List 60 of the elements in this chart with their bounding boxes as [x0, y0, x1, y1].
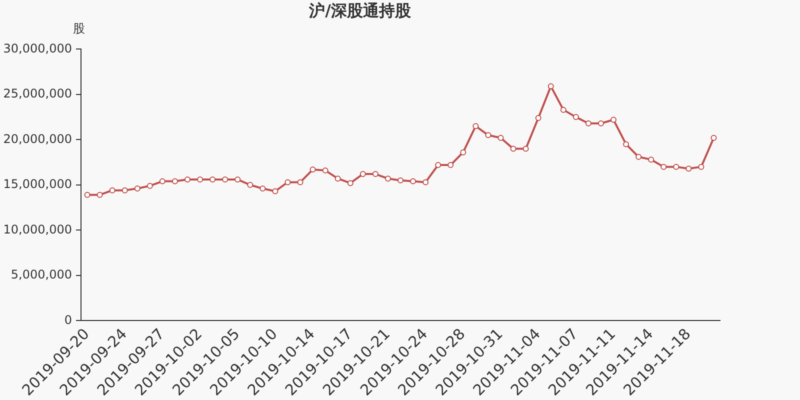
y-tick-label: 10,000,000 [3, 222, 72, 236]
point [247, 182, 254, 188]
point [686, 166, 692, 172]
point [498, 134, 504, 141]
point [272, 188, 278, 194]
point [398, 177, 404, 184]
y-axis-title: 股 [73, 21, 85, 36]
point [673, 164, 680, 170]
point [146, 182, 153, 189]
point [159, 178, 166, 184]
point [460, 149, 466, 156]
point [197, 176, 204, 182]
point [660, 164, 667, 170]
y-tick-label: 5,000,000 [10, 268, 72, 282]
point [297, 179, 304, 186]
point [510, 146, 516, 152]
point [435, 162, 442, 168]
point [522, 146, 529, 152]
point [210, 176, 216, 182]
point [334, 176, 341, 182]
y-tick-label: 30,000,000 [3, 41, 72, 56]
point [284, 179, 291, 186]
point [548, 83, 554, 90]
y-tick-label: 0 [64, 312, 72, 327]
point [172, 178, 178, 184]
point [535, 114, 542, 121]
point [572, 114, 579, 120]
point [710, 134, 717, 141]
point [360, 171, 366, 178]
point [410, 178, 416, 184]
point [84, 192, 90, 198]
point [422, 179, 429, 186]
point [485, 132, 492, 138]
point [310, 166, 316, 173]
point [234, 176, 241, 182]
point [384, 176, 391, 182]
point [184, 176, 190, 182]
y-tick-label: 20,000,000 [3, 132, 72, 146]
point [598, 120, 604, 126]
chart-title: 沪/深股通持股 [308, 0, 412, 20]
point [122, 187, 128, 194]
point [347, 180, 354, 186]
point [134, 186, 140, 192]
point [109, 187, 116, 194]
point [585, 120, 592, 126]
point [610, 116, 616, 123]
point [448, 162, 454, 168]
point [372, 171, 378, 178]
point [322, 167, 328, 174]
point [623, 141, 630, 148]
point [560, 106, 566, 113]
point [260, 186, 266, 192]
point [648, 156, 654, 163]
y-tick-label: 15,000,000 [3, 177, 72, 192]
point [222, 176, 228, 182]
point [472, 123, 479, 130]
y-tick-label: 25,000,000 [3, 86, 72, 101]
point [698, 164, 704, 170]
point [96, 192, 103, 198]
point [636, 154, 642, 160]
